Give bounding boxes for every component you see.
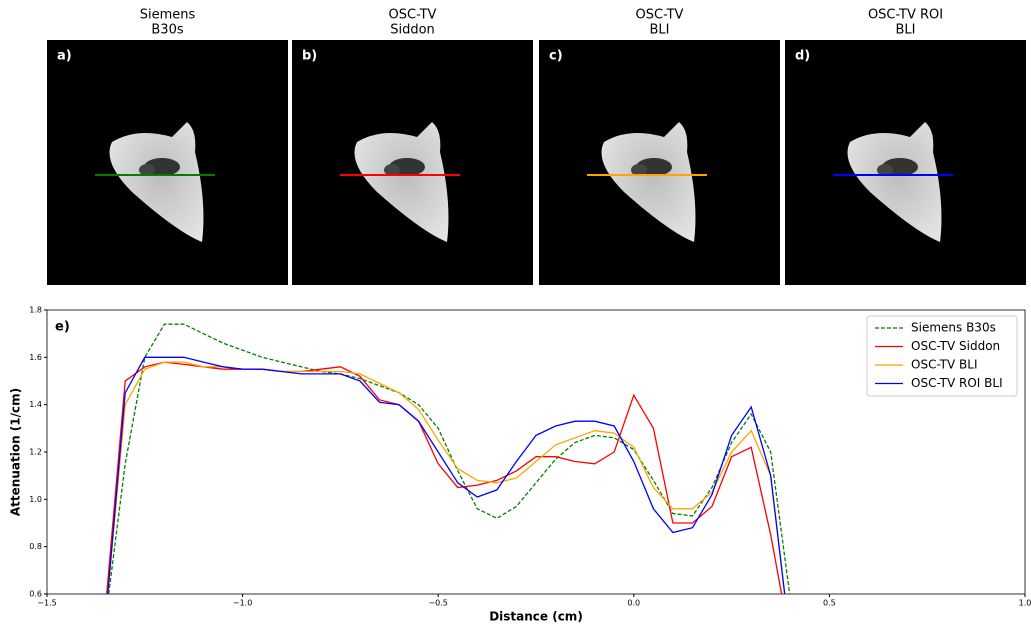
panel-title: OSC-TV [389,8,437,23]
series-line [107,356,786,594]
phantom-image [601,122,696,242]
phantom-image [354,122,449,242]
legend-label: OSC-TV Siddon [911,339,1000,353]
legend-label: OSC-TV BLI [911,358,977,372]
x-axis-label: Distance (cm) [489,610,583,624]
legend-box [866,315,1018,397]
y-tick-label: 1.0 [29,495,42,504]
y-tick-label: 1.6 [29,353,42,362]
x-tick-label: 0.5 [823,599,836,608]
panel-label: a) [57,49,72,64]
panel-label: d) [795,49,810,64]
panel-label: b) [302,49,317,64]
y-tick-label: 1.4 [29,400,42,409]
y-tick-label: 1.8 [29,306,42,315]
series-line [107,361,786,594]
plot-area [106,323,791,594]
x-tick-label: −0.5 [428,599,447,608]
y-tick-label: 0.8 [29,542,42,551]
phantom-dark [631,164,647,176]
panel-title: Siemens [140,8,196,23]
panel-title: OSC-TV [636,8,684,23]
panel-title: OSC-TV ROI [868,8,943,23]
phantom-dark [877,164,893,176]
y-tick-label: 0.6 [29,590,42,599]
legend-label: OSC-TV ROI BLI [911,376,1003,390]
phantom-image [109,122,204,242]
phantom-dark [139,164,155,176]
panel-label: c) [549,49,563,64]
x-tick-label: −1.0 [233,599,252,608]
x-tick-label: −1.5 [37,599,56,608]
panel-title: BLI [650,23,670,38]
panel-title: B30s [151,23,183,38]
phantom-dark [384,164,400,176]
panel-title: BLI [896,23,916,38]
phantom-image [847,122,942,242]
annotation: e) [55,320,70,335]
x-tick-label: 0.0 [627,599,640,608]
panel-title: Siddon [390,23,435,38]
y-tick-label: 1.2 [29,448,42,457]
x-tick-label: 1.0 [1019,599,1031,608]
series-line [108,323,791,594]
y-axis-label: Attenuation (1/cm) [9,388,23,516]
legend-label: Siemens B30s [911,321,996,335]
series-line [106,361,783,594]
